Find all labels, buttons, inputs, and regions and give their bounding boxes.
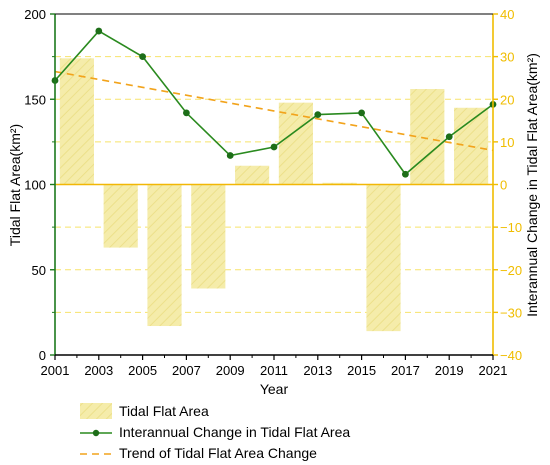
series-point [270,143,278,151]
legend-swatch-line-marker [92,429,100,437]
bar-series-tidal-flat-area [59,58,489,332]
left-axis-title: Tidal Flat Area(km²) [7,124,23,246]
x-axis-tick-label: 2001 [41,363,70,378]
series-point [226,152,234,159]
trend-series [54,70,494,152]
series-point [314,111,322,118]
right-axis-tick-label: 20 [500,92,514,107]
bar [59,58,94,185]
x-axis-title: Year [260,381,289,397]
right-axis-tick-label: 40 [500,7,514,22]
right-axis-tick-label: −20 [500,263,522,278]
x-axis-tick-label: 2009 [216,363,245,378]
right-axis-tick-label: −10 [500,220,522,235]
x-axis-tick-label: 2019 [435,363,464,378]
right-axis-tick-label: −30 [500,305,522,320]
series-point [95,27,103,35]
x-axis-tick-label: 2013 [303,363,332,378]
legend-swatch-bar [80,403,112,419]
right-axis-tick-label: 0 [500,178,507,193]
x-axis-tick-label: 2015 [347,363,376,378]
bar [103,184,138,248]
x-axis-tick-label: 2011 [260,363,288,378]
bar [366,184,401,332]
right-axis-tick-label: −40 [500,348,522,363]
bar [322,182,357,185]
series-point [358,109,365,117]
right-axis-title: Interannual Change in Tidal Flat Area(km… [524,53,540,317]
bar [147,184,182,327]
left-axis-tick-label: 0 [39,348,46,363]
legend-label-line: Interannual Change in Tidal Flat Area [119,424,350,440]
bar [191,184,226,289]
legend-label-trend: Trend of Tidal Flat Area Change [119,445,317,461]
x-axis-tick-label: 2005 [128,363,157,378]
x-axis-tick-label: 2017 [391,363,420,378]
bar [235,165,270,185]
x-axis-tick-label: 2021 [479,363,508,378]
legend-label-bar: Tidal Flat Area [119,403,209,419]
trend-line [54,70,494,152]
x-axis-tick-label: 2003 [84,363,113,378]
left-axis-tick-label: 200 [24,7,46,22]
right-axis-tick-label: 10 [500,135,514,150]
left-axis-tick-label: 150 [24,92,46,107]
line-series-interannual-change [51,27,497,178]
right-axis-tick-label: 30 [500,50,514,65]
left-axis-tick-label: 100 [24,178,46,193]
legend: Tidal Flat Area Interannual Change in Ti… [80,403,350,461]
left-axis-tick-label: 50 [32,263,46,278]
x-axis-tick-label: 2007 [172,363,201,378]
series-point [402,170,409,178]
series-point [183,109,190,117]
series-point [139,53,147,61]
series-point [445,133,453,141]
